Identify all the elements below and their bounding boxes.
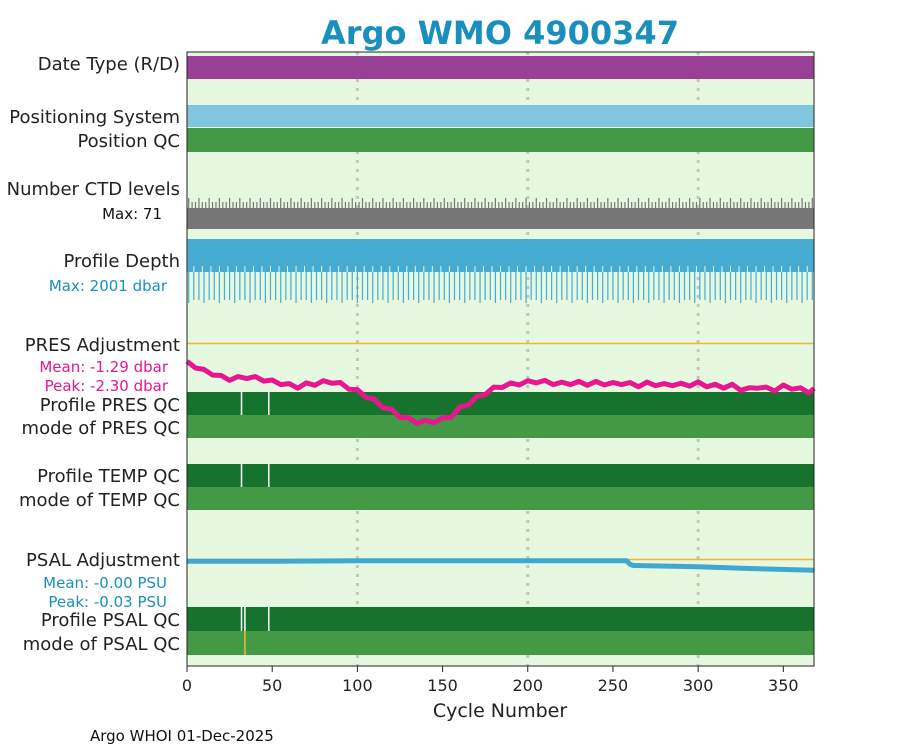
- x-tick-label: 350: [768, 676, 799, 695]
- mode-temp-qc-bar: [187, 487, 814, 510]
- x-tick-label: 200: [512, 676, 543, 695]
- label-mode-temp-qc: mode of TEMP QC: [19, 490, 180, 511]
- psal-qc-flags: [240, 607, 270, 655]
- x-axis: 0 50 100 150 200 250 300 350: [182, 666, 799, 695]
- temp-qc-flags: [240, 464, 270, 487]
- mode-psal-qc-bar: [187, 631, 814, 655]
- x-gridlines: [355, 52, 700, 666]
- positioning-system-bar: [187, 105, 814, 127]
- mode-pres-qc-bar: [187, 415, 814, 438]
- label-mode-pres-qc: mode of PRES QC: [22, 418, 180, 439]
- profile-temp-qc-bar: [187, 464, 814, 487]
- profile-depth-ticks: [188, 266, 813, 303]
- label-profile-psal-qc: Profile PSAL QC: [41, 610, 180, 631]
- label-pres-adjustment: PRES Adjustment: [25, 335, 180, 356]
- psal-mean-annotation: Mean: -0.00 PSU: [43, 574, 167, 592]
- label-date-type: Date Type (R/D): [38, 54, 180, 75]
- ctd-levels-row: [187, 198, 814, 229]
- pres-mean-annotation: Mean: -1.29 dbar: [39, 358, 169, 376]
- ctd-levels-bar: [187, 208, 814, 229]
- footer-credit: Argo WHOI 01-Dec-2025: [90, 727, 274, 745]
- label-profile-pres-qc: Profile PRES QC: [40, 395, 180, 416]
- x-tick-label: 50: [262, 676, 282, 695]
- label-positioning-system: Positioning System: [9, 107, 180, 128]
- label-psal-adjustment: PSAL Adjustment: [26, 550, 180, 571]
- x-tick-label: 300: [683, 676, 714, 695]
- ctd-max-annotation: Max: 71: [102, 205, 162, 223]
- x-tick-label: 100: [342, 676, 373, 695]
- label-profile-temp-qc: Profile TEMP QC: [37, 466, 180, 487]
- ctd-level-ticks: [188, 198, 813, 208]
- label-profile-depth: Profile Depth: [63, 251, 180, 272]
- profile-depth-row: [187, 239, 814, 303]
- x-axis-label: Cycle Number: [433, 700, 567, 722]
- plot-panel: [187, 52, 814, 666]
- label-mode-psal-qc: mode of PSAL QC: [23, 634, 180, 655]
- label-position-qc: Position QC: [77, 131, 180, 152]
- profile-pres-qc-bar: [187, 392, 814, 415]
- plot-frame: [186, 51, 815, 667]
- profile-psal-qc-bar: [187, 607, 814, 631]
- pres-adjustment-series: [185, 359, 816, 426]
- x-tick-label: 150: [427, 676, 458, 695]
- date-type-bar: [187, 56, 814, 79]
- pres-peak-annotation: Peak: -2.30 dbar: [45, 377, 169, 395]
- depth-max-annotation: Max: 2001 dbar: [49, 277, 168, 295]
- psal-peak-annotation: Peak: -0.03 PSU: [48, 593, 167, 611]
- label-number-ctd-levels: Number CTD levels: [7, 179, 180, 200]
- x-tick-label: 250: [598, 676, 629, 695]
- pres-qc-flags: [240, 392, 270, 415]
- chart-title: Argo WMO 4900347: [321, 14, 679, 52]
- psal-adjustment-series: [187, 558, 815, 573]
- position-qc-bar: [187, 128, 814, 152]
- x-tick-label: 0: [182, 676, 192, 695]
